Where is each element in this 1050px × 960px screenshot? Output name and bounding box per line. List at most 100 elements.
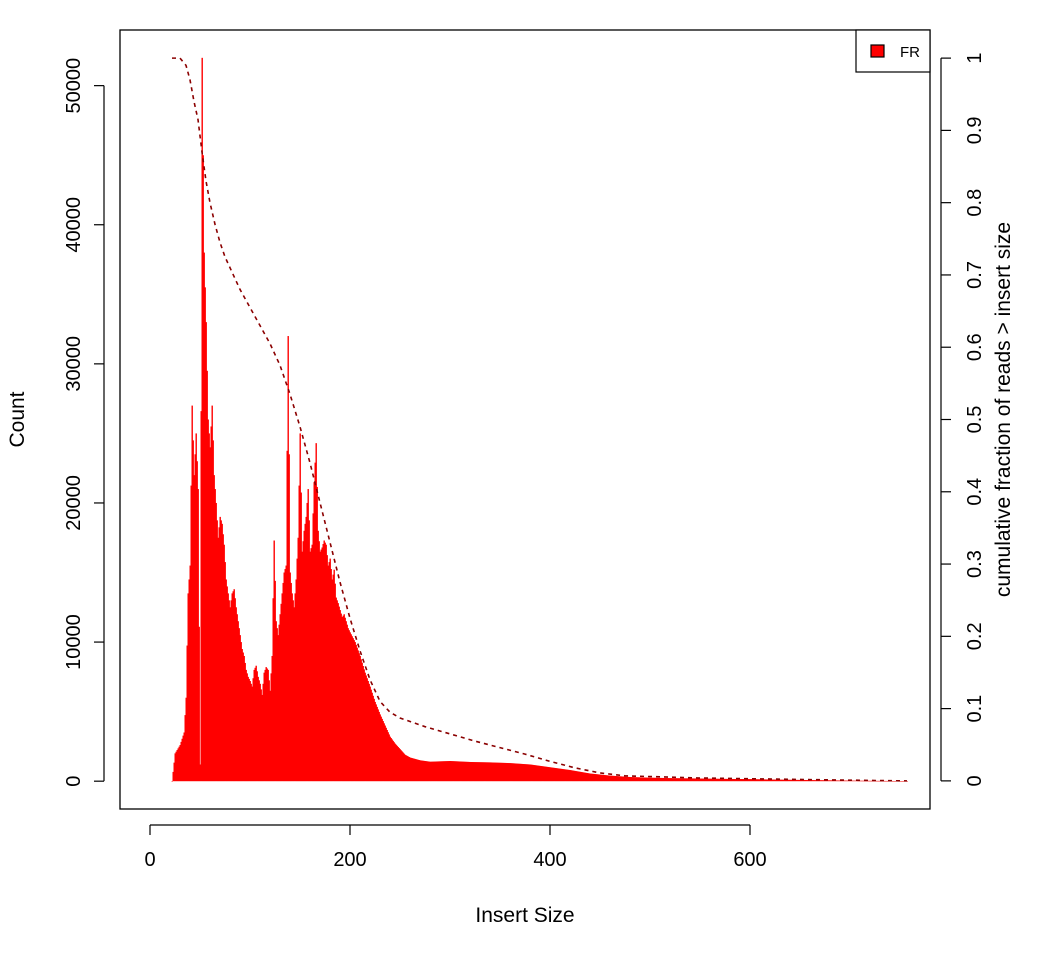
histogram-bar xyxy=(293,607,295,782)
histogram-bar xyxy=(258,680,260,782)
histogram-bar xyxy=(869,780,871,782)
histogram-bar xyxy=(666,778,668,782)
histogram-bar xyxy=(488,762,490,782)
histogram-bar xyxy=(723,778,725,782)
histogram-bar xyxy=(380,716,382,782)
histogram-bar xyxy=(372,695,374,782)
histogram-bar xyxy=(246,673,248,782)
histogram-bar xyxy=(611,775,613,782)
histogram-bar xyxy=(575,771,577,782)
histogram-bar xyxy=(476,762,478,782)
histogram-bar xyxy=(696,778,698,782)
histogram-bar xyxy=(545,766,547,782)
histogram-bar xyxy=(782,779,784,782)
histogram-bar xyxy=(354,642,356,782)
histogram-bar xyxy=(369,686,371,782)
histogram-bar xyxy=(553,767,555,782)
histogram-bar xyxy=(461,761,463,782)
histogram-bar xyxy=(186,645,188,782)
histogram-bar xyxy=(220,520,222,782)
histogram-bar xyxy=(359,655,361,782)
histogram-bar xyxy=(260,689,262,782)
histogram-bar xyxy=(305,516,307,782)
histogram-bar xyxy=(644,777,646,782)
histogram-bar xyxy=(414,758,416,782)
histogram-bar xyxy=(242,652,244,782)
histogram-bar xyxy=(627,776,629,782)
histogram-bar xyxy=(684,778,686,782)
histogram-bar xyxy=(409,757,411,782)
histogram-bar xyxy=(747,779,749,782)
histogram-bar xyxy=(755,779,757,782)
histogram-bar xyxy=(565,769,567,782)
histogram-bar xyxy=(554,767,556,782)
histogram-bar xyxy=(813,780,815,782)
histogram-bar xyxy=(670,778,672,782)
histogram-bar xyxy=(335,597,337,782)
histogram-bar xyxy=(229,607,231,782)
histogram-bar xyxy=(814,780,816,782)
histogram-bar xyxy=(254,667,256,782)
legend-swatch xyxy=(870,44,885,58)
histogram-bar xyxy=(875,780,877,782)
histogram-bar xyxy=(899,781,901,782)
histogram-bar xyxy=(693,778,695,782)
histogram-bar xyxy=(861,780,863,782)
histogram-bar xyxy=(412,758,414,782)
histogram-bar xyxy=(753,779,755,782)
histogram-bar xyxy=(479,762,481,782)
histogram-bar xyxy=(388,734,390,782)
histogram-bar xyxy=(494,762,496,782)
histogram-bar xyxy=(641,777,643,782)
histogram-bar xyxy=(279,614,281,782)
histogram-bar xyxy=(749,779,751,782)
histogram-bar xyxy=(303,530,305,782)
histogram-bar xyxy=(781,779,783,782)
histogram-bar xyxy=(353,640,355,782)
histogram-bar xyxy=(417,759,419,782)
histogram-bar xyxy=(792,779,794,782)
histogram-bar xyxy=(731,778,733,782)
histogram-bar xyxy=(518,763,520,782)
histogram-bar xyxy=(511,763,513,782)
histogram-bar xyxy=(205,322,207,782)
histogram-bar xyxy=(243,655,245,782)
histogram-bar xyxy=(428,761,430,782)
histogram-bar xyxy=(700,778,702,782)
histogram-bar xyxy=(901,781,903,782)
histogram-bar xyxy=(181,738,183,782)
histogram-bar xyxy=(606,775,608,782)
histogram-bar xyxy=(465,761,467,782)
histogram-bar xyxy=(402,752,404,782)
histogram-bar xyxy=(384,725,386,782)
histogram-bar xyxy=(190,485,192,782)
histogram-bar xyxy=(711,778,713,782)
histogram-bar xyxy=(720,778,722,782)
histogram-bar xyxy=(827,780,829,782)
histogram-bar xyxy=(361,662,363,782)
histogram-bar xyxy=(589,773,591,782)
histogram-bar xyxy=(810,780,812,782)
histogram-bar xyxy=(886,780,888,782)
histogram-bar xyxy=(241,649,243,782)
histogram-bar xyxy=(550,767,552,782)
histogram-bar xyxy=(568,769,570,782)
histogram-bar xyxy=(485,762,487,782)
histogram-bar xyxy=(717,778,719,782)
histogram-bar xyxy=(892,780,894,782)
histogram-bar xyxy=(705,778,707,782)
histogram-bar xyxy=(231,593,233,782)
histogram-bar xyxy=(877,780,879,782)
histogram-bar xyxy=(239,635,241,782)
x-tick-label: 200 xyxy=(333,849,366,871)
histogram-bar xyxy=(499,762,501,782)
histogram-bar xyxy=(754,779,756,782)
histogram-bar xyxy=(679,778,681,782)
histogram-bar xyxy=(424,761,426,782)
histogram-bar xyxy=(653,777,655,782)
histogram-bar xyxy=(455,761,457,782)
histogram-bar xyxy=(449,761,451,782)
histogram-bar xyxy=(389,736,391,782)
histogram-bar xyxy=(193,475,195,782)
histogram-bar xyxy=(654,777,656,782)
